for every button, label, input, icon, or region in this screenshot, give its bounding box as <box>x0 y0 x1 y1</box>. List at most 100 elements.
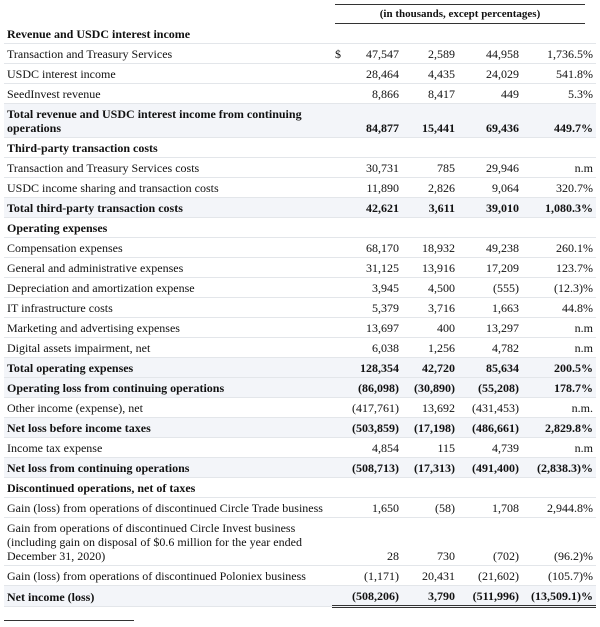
table-row: Other income (expense), net (417,761) 13,6… <box>4 397 596 418</box>
value-cell: 24,029 <box>458 63 522 84</box>
row-label: Depreciation and amortization expense <box>4 277 332 298</box>
cell-value: 1,663 <box>492 300 519 315</box>
value-cell: 2,829.8% <box>522 417 596 438</box>
cell-value: (702) <box>493 548 519 563</box>
cell-value: n.m. <box>571 400 593 415</box>
value-cell <box>522 24 596 44</box>
table-row: IT infrastructure costs 5,379 3,716 1,663 44… <box>4 297 596 318</box>
cell-value: 24,029 <box>486 66 519 81</box>
cell-value: 31,125 <box>366 260 399 275</box>
cell-value: (511,996) <box>472 588 519 603</box>
cell-value: 123.7% <box>556 260 593 275</box>
cell-value: 15,441 <box>422 120 455 135</box>
cell-value: (503,859) <box>352 420 399 435</box>
table-row: Gain (loss) from operations of discontin… <box>4 497 596 518</box>
row-label: Revenue and USDC interest income <box>4 24 332 44</box>
value-cell: 4,500 <box>402 277 458 298</box>
footnote-rule <box>4 620 134 621</box>
table-row: Total operating expenses 128,354 42,720 85,… <box>4 357 596 378</box>
cell-value: (555) <box>493 280 519 295</box>
cell-value: (1,171) <box>364 568 399 583</box>
value-cell: 3,790 <box>402 585 458 608</box>
cell-value: 115 <box>437 440 455 455</box>
cell-value: 3,611 <box>428 200 455 215</box>
value-cell: 69,436 <box>458 103 522 138</box>
cell-value: 5.3% <box>568 86 593 101</box>
table-row: Marketing and advertising expenses 13,697… <box>4 317 596 338</box>
value-cell: n.m <box>522 157 596 178</box>
value-cell: 28 <box>332 517 402 566</box>
table-row: Total third-party transaction costs 42,62… <box>4 197 596 218</box>
row-label: Gain from operations of discontinued Cir… <box>4 517 332 566</box>
table-row: Discontinued operations, net of taxes <box>4 477 596 498</box>
value-cell: $47,547 <box>332 43 402 64</box>
cell-value: 68,170 <box>366 240 399 255</box>
cell-value: 44,958 <box>486 46 519 61</box>
cell-value: (508,713) <box>352 460 399 475</box>
value-cell: 4,782 <box>458 337 522 358</box>
value-cell: (17,313) <box>402 457 458 478</box>
cell-value: 2,826 <box>428 180 455 195</box>
table-row: Total revenue and USDC interest income f… <box>4 103 596 138</box>
cell-value: 1,708 <box>492 500 519 515</box>
table-row: SeedInvest revenue 8,866 8,417 449 5.3% <box>4 83 596 104</box>
cell-value: 84,877 <box>366 120 399 135</box>
table-row: Net loss from continuing operations (508,… <box>4 457 596 478</box>
cell-value: 11,890 <box>366 180 399 195</box>
value-cell: n.m <box>522 337 596 358</box>
value-cell: n.m <box>522 437 596 458</box>
value-cell: (2,838.3)% <box>522 457 596 478</box>
value-cell <box>458 24 522 44</box>
value-cell: (21,602) <box>458 565 522 586</box>
income-table: Revenue and USDC interest income Transact… <box>4 24 596 608</box>
cell-value: 44.8% <box>562 300 593 315</box>
cell-value: 39,010 <box>486 200 519 215</box>
row-label: Discontinued operations, net of taxes <box>4 477 332 498</box>
value-cell: 128,354 <box>332 357 402 378</box>
value-cell: (1,171) <box>332 565 402 586</box>
row-label: Net income (loss) <box>4 585 332 607</box>
value-cell: 4,435 <box>402 63 458 84</box>
value-cell <box>332 137 402 158</box>
value-cell <box>402 24 458 44</box>
value-cell: (12.3)% <box>522 277 596 298</box>
row-label: Transaction and Treasury Services costs <box>4 157 332 178</box>
table-row: Revenue and USDC interest income <box>4 24 596 44</box>
cell-value: n.m <box>574 440 593 455</box>
table-row: Third-party transaction costs <box>4 137 596 158</box>
cell-value: 29,946 <box>486 160 519 175</box>
cell-value: (417,761) <box>352 400 399 415</box>
table-row: Gain (loss) from operations of discontin… <box>4 565 596 586</box>
value-cell: 13,692 <box>402 397 458 418</box>
cell-value: 2,589 <box>428 46 455 61</box>
value-cell: (96.2)% <box>522 517 596 566</box>
cell-value: n.m <box>574 320 593 335</box>
cell-value: 128,354 <box>360 360 399 375</box>
value-cell: 15,441 <box>402 103 458 138</box>
cell-value: (105.7)% <box>548 568 593 583</box>
cell-value: (30,890) <box>414 380 455 395</box>
row-label: Net loss before income taxes <box>4 417 332 438</box>
row-label: General and administrative expenses <box>4 257 332 278</box>
value-cell: 8,866 <box>332 83 402 104</box>
row-label: Gain (loss) from operations of discontin… <box>4 497 332 518</box>
value-cell: n.m. <box>522 397 596 418</box>
value-cell: 400 <box>402 317 458 338</box>
row-label: USDC income sharing and transaction cost… <box>4 177 332 198</box>
cell-value: 1,080.3% <box>545 200 593 215</box>
value-cell: (702) <box>458 517 522 566</box>
table-row: Gain from operations of discontinued Cir… <box>4 517 596 566</box>
value-cell: 730 <box>402 517 458 566</box>
cell-value: 85,634 <box>486 360 519 375</box>
cell-value: 3,790 <box>428 588 455 603</box>
value-cell: 1,650 <box>332 497 402 518</box>
table-row: General and administrative expenses 31,12… <box>4 257 596 278</box>
cell-value: 49,238 <box>486 240 519 255</box>
cell-value: (12.3)% <box>554 280 593 295</box>
value-cell: 44,958 <box>458 43 522 64</box>
value-cell: 29,946 <box>458 157 522 178</box>
value-cell: 200.5% <box>522 357 596 378</box>
table-row: Income tax expense 4,854 115 4,739 n.m <box>4 437 596 458</box>
value-cell <box>402 217 458 238</box>
value-cell: 6,038 <box>332 337 402 358</box>
